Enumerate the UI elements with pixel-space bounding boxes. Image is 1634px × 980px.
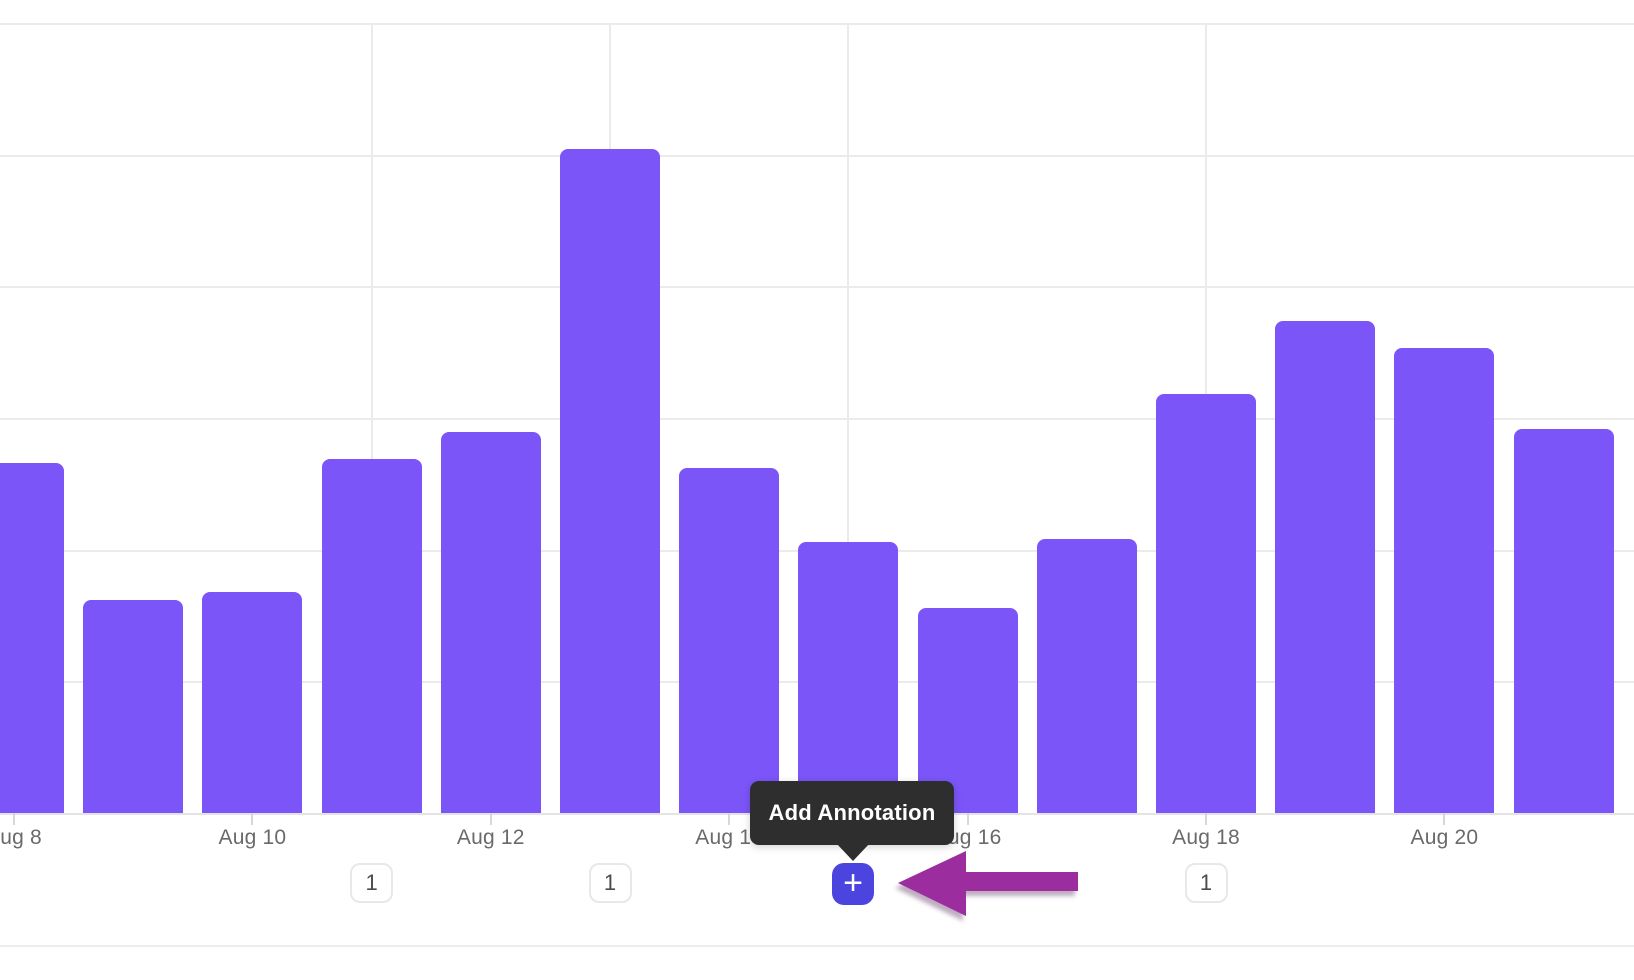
annotation-marker-line [370, 23, 373, 813]
annotation-count: 1 [365, 870, 378, 895]
x-axis-label: Aug 18 [1172, 826, 1240, 849]
x-axis-tick [966, 813, 969, 825]
x-axis-tick [728, 813, 731, 825]
x-axis-tick [13, 813, 15, 825]
bar-aug-11[interactable] [321, 458, 422, 813]
annotation-count-badge[interactable]: 1 [1184, 863, 1228, 903]
x-axis-tick [251, 813, 254, 825]
bar-aug-20[interactable] [1394, 348, 1495, 813]
bar-aug-17[interactable] [1036, 539, 1137, 813]
bar-aug-15[interactable] [798, 541, 899, 813]
x-axis-label: Aug 14 [695, 826, 764, 849]
bar-aug-13[interactable] [560, 149, 660, 813]
bar-aug-9[interactable] [83, 599, 184, 813]
bar-aug-16[interactable] [917, 607, 1018, 813]
x-axis-tick [489, 813, 492, 825]
x-axis-label: Aug 20 [1410, 826, 1479, 849]
bottom-divider [0, 945, 1634, 947]
annotation-count: 1 [603, 870, 617, 895]
bar-aug-18[interactable] [1156, 394, 1256, 813]
annotation-count-badge[interactable]: 1 [350, 863, 394, 903]
add-annotation-button[interactable]: + [832, 863, 874, 905]
bar-aug-10[interactable] [202, 591, 303, 813]
bar-aug-14[interactable] [679, 468, 780, 813]
plus-icon: + [843, 863, 863, 902]
x-axis-label: Aug 10 [218, 826, 287, 849]
x-axis-tick [1205, 813, 1207, 825]
horizontal-gridline [0, 23, 1634, 25]
x-axis-label: Aug 8 [0, 826, 42, 849]
add-annotation-tooltip-label: Add Annotation [768, 800, 936, 825]
bar-aug-8[interactable] [0, 462, 64, 813]
horizontal-gridline [0, 286, 1634, 289]
x-axis-tick [1443, 813, 1446, 825]
horizontal-gridline [0, 154, 1634, 157]
bar-aug-19[interactable] [1275, 320, 1376, 813]
add-annotation-tooltip: Add Annotation [750, 781, 954, 861]
bar-aug-21[interactable] [1513, 428, 1614, 813]
annotation-marker-line [847, 23, 850, 813]
annotation-count: 1 [1199, 870, 1213, 895]
x-axis-label: Aug 12 [456, 826, 525, 849]
horizontal-gridline [0, 418, 1634, 420]
annotation-count-badge[interactable]: 1 [588, 863, 632, 903]
bar-aug-12[interactable] [440, 432, 541, 813]
tooltip-caret-icon [836, 843, 870, 861]
